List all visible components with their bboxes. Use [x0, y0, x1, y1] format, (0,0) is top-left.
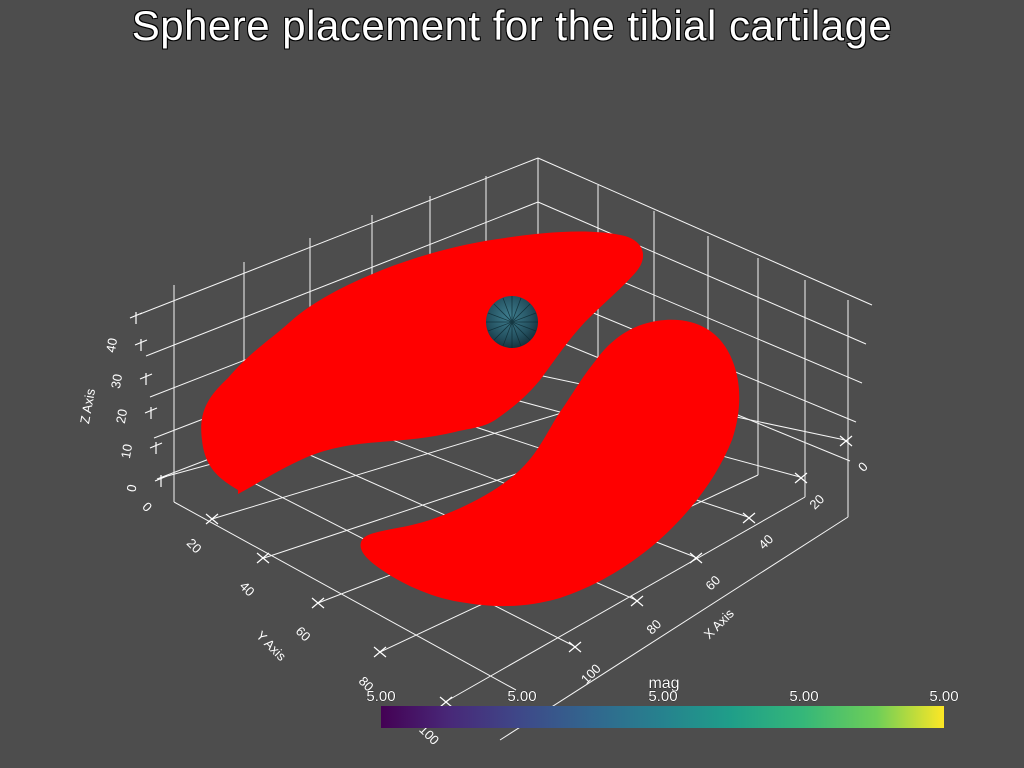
scalar-bar-label: 5.00 [507, 688, 536, 705]
z-axis-tick-labels: 0 10 20 30 40 [103, 337, 140, 493]
x-tick-label: 60 [702, 572, 723, 593]
scalar-bar-title: mag [648, 675, 679, 692]
scalar-bar-label: 5.00 [789, 688, 818, 705]
z-tick-label: 20 [113, 408, 130, 425]
scalar-bar-label: 5.00 [929, 688, 958, 705]
y-tick-label: 40 [237, 578, 258, 599]
x-axis-label: X Axis [701, 605, 738, 642]
axis-ticks [129, 312, 853, 708]
y-tick-label: 0 [139, 499, 155, 515]
y-axis-label: Y Axis [253, 628, 289, 664]
scalar-bar: mag 5.00 5.00 5.00 5.00 5.00 [366, 675, 959, 728]
plot-title: Sphere placement for the tibial cartilag… [131, 2, 893, 49]
cartilage-medial-compartment [201, 231, 644, 494]
x-tick-label: 40 [755, 531, 776, 552]
z-axis-label: Z Axis [77, 387, 98, 425]
z-tick-label: 30 [108, 373, 125, 390]
y-tick-label: 60 [293, 623, 314, 644]
scalar-bar-gradient [381, 706, 944, 728]
scalar-bar-label: 5.00 [366, 688, 395, 705]
x-tick-label: 0 [855, 459, 871, 475]
sphere-marker [486, 296, 538, 348]
x-tick-label: 20 [806, 491, 827, 512]
z-tick-label: 0 [124, 483, 140, 493]
y-tick-label: 20 [184, 535, 205, 556]
cartilage-lateral-compartment [360, 319, 740, 607]
scalar-bar-label: 5.00 [648, 688, 677, 705]
z-tick-label: 10 [118, 443, 135, 460]
x-tick-label: 80 [643, 616, 664, 637]
x-tick-label: 100 [578, 661, 604, 687]
z-tick-label: 40 [103, 337, 120, 354]
